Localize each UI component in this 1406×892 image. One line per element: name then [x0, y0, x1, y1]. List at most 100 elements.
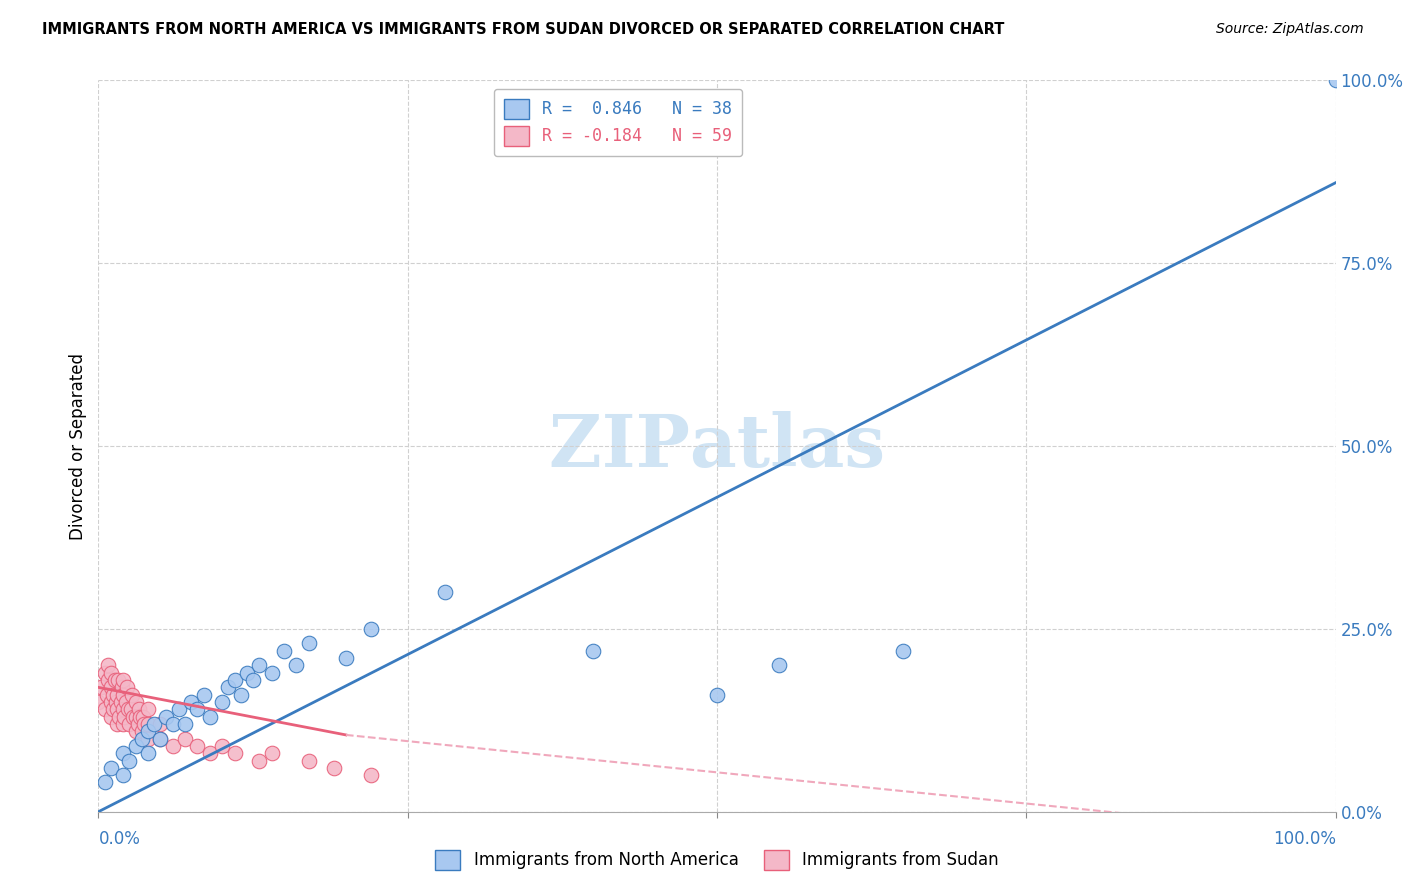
Point: [118, 717, 141, 731]
Point: [260, 746, 283, 760]
Point: [111, 681, 134, 695]
Point: [198, 709, 221, 723]
Point: [224, 746, 246, 760]
Point: [103, 702, 125, 716]
Point: [93, 665, 115, 680]
Point: [236, 665, 259, 680]
Point: [112, 768, 135, 782]
Point: [104, 695, 127, 709]
Point: [260, 665, 283, 680]
Point: [186, 739, 208, 753]
Point: [193, 688, 215, 702]
Point: [174, 717, 197, 731]
Point: [100, 665, 122, 680]
Point: [298, 636, 321, 650]
Point: [149, 731, 172, 746]
Point: [128, 702, 150, 716]
Text: 0.0%: 0.0%: [98, 830, 141, 848]
Point: [112, 702, 135, 716]
Point: [108, 709, 131, 723]
Point: [162, 739, 184, 753]
Point: [103, 673, 125, 687]
Point: [129, 709, 152, 723]
Point: [110, 695, 132, 709]
Point: [112, 709, 135, 723]
Point: [285, 658, 308, 673]
Point: [114, 695, 136, 709]
Point: [211, 695, 233, 709]
Point: [211, 739, 233, 753]
Legend: Immigrants from North America, Immigrants from Sudan: Immigrants from North America, Immigrant…: [429, 843, 1005, 877]
Point: [582, 644, 605, 658]
Point: [134, 717, 156, 731]
Point: [242, 673, 264, 687]
Point: [103, 688, 125, 702]
Point: [136, 731, 159, 746]
Point: [768, 658, 790, 673]
Point: [107, 673, 129, 687]
Point: [115, 681, 138, 695]
Text: 100.0%: 100.0%: [1272, 830, 1336, 848]
Point: [155, 709, 177, 723]
Y-axis label: Divorced or Separated: Divorced or Separated: [69, 352, 87, 540]
Point: [124, 724, 146, 739]
Point: [132, 709, 155, 723]
Point: [127, 717, 149, 731]
Point: [131, 724, 153, 739]
Point: [100, 695, 122, 709]
Point: [229, 688, 252, 702]
Point: [105, 688, 128, 702]
Point: [117, 702, 139, 716]
Text: Source: ZipAtlas.com: Source: ZipAtlas.com: [1216, 22, 1364, 37]
Point: [149, 717, 172, 731]
Point: [136, 702, 159, 716]
Point: [120, 702, 142, 716]
Point: [247, 754, 270, 768]
Point: [891, 644, 914, 658]
Point: [105, 702, 128, 716]
Point: [198, 746, 221, 760]
Point: [433, 585, 456, 599]
Text: ZIP​atlas: ZIP​atlas: [548, 410, 886, 482]
Point: [298, 754, 321, 768]
Point: [1324, 73, 1347, 87]
Point: [167, 702, 190, 716]
Text: IMMIGRANTS FROM NORTH AMERICA VS IMMIGRANTS FROM SUDAN DIVORCED OR SEPARATED COR: IMMIGRANTS FROM NORTH AMERICA VS IMMIGRA…: [42, 22, 1004, 37]
Point: [112, 688, 135, 702]
Point: [136, 724, 159, 739]
Point: [174, 731, 197, 746]
Point: [124, 739, 146, 753]
Point: [162, 717, 184, 731]
Point: [360, 768, 382, 782]
Point: [131, 731, 153, 746]
Point: [273, 644, 295, 658]
Point: [143, 717, 166, 731]
Point: [149, 731, 172, 746]
Point: [335, 651, 357, 665]
Point: [100, 761, 122, 775]
Point: [87, 695, 110, 709]
Point: [105, 717, 128, 731]
Point: [100, 709, 122, 723]
Point: [112, 717, 135, 731]
Point: [122, 709, 145, 723]
Point: [186, 702, 208, 716]
Point: [100, 681, 122, 695]
Point: [360, 622, 382, 636]
Point: [93, 702, 115, 716]
Point: [90, 681, 112, 695]
Point: [136, 717, 159, 731]
Point: [96, 688, 118, 702]
Point: [217, 681, 239, 695]
Point: [118, 754, 141, 768]
Point: [93, 775, 115, 789]
Point: [322, 761, 344, 775]
Point: [247, 658, 270, 673]
Point: [112, 746, 135, 760]
Point: [97, 673, 120, 687]
Point: [180, 695, 202, 709]
Point: [706, 688, 728, 702]
Point: [124, 709, 146, 723]
Point: [124, 695, 146, 709]
Point: [112, 673, 135, 687]
